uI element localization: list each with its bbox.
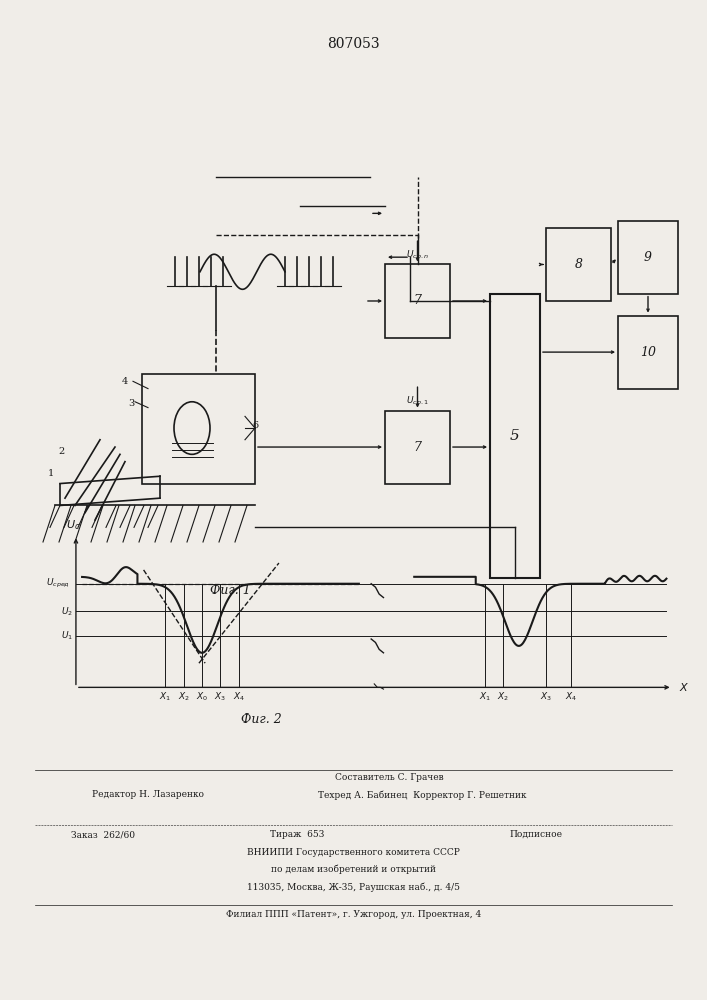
Text: $U_{cp.1}$: $U_{cp.1}$ (406, 395, 429, 408)
Text: $X_3$: $X_3$ (540, 691, 552, 703)
Bar (142, 374, 255, 484)
Text: $U_1$: $U_1$ (61, 629, 73, 642)
Bar (385, 264, 450, 338)
Text: Редактор Н. Лазаренко: Редактор Н. Лазаренко (92, 790, 204, 799)
Text: $X_4$: $X_4$ (565, 691, 577, 703)
Bar (618, 316, 678, 389)
Text: 7: 7 (414, 441, 421, 454)
Text: 807053: 807053 (327, 37, 380, 51)
Bar (385, 411, 450, 484)
Text: $X_4$: $X_4$ (233, 691, 245, 703)
Text: $X_3$: $X_3$ (214, 691, 226, 703)
Text: 10: 10 (640, 346, 656, 359)
Text: 9: 9 (644, 251, 652, 264)
Text: Фиг. 2: Фиг. 2 (241, 713, 282, 726)
Text: Составитель С. Грачев: Составитель С. Грачев (334, 773, 443, 782)
Text: $X_2$: $X_2$ (498, 691, 510, 703)
Text: Фиг. 1: Фиг. 1 (209, 584, 250, 597)
Text: 2: 2 (58, 447, 64, 456)
Text: Подписное: Подписное (509, 830, 562, 839)
Text: $X_1$: $X_1$ (159, 691, 171, 703)
Text: ВНИИПИ Государственного комитета СССР: ВНИИПИ Государственного комитета СССР (247, 848, 460, 857)
Text: $U_c$: $U_c$ (66, 518, 80, 532)
Text: $X_0$: $X_0$ (196, 691, 208, 703)
Text: $X_2$: $X_2$ (177, 691, 189, 703)
Text: Заказ  262/60: Заказ 262/60 (71, 830, 135, 839)
Text: 1: 1 (48, 469, 54, 478)
Text: $X_1$: $X_1$ (479, 691, 491, 703)
Bar (546, 228, 611, 301)
Text: 3: 3 (128, 399, 134, 408)
Bar (490, 294, 540, 578)
Text: 6: 6 (252, 421, 258, 430)
Text: 113035, Москва, Ж-35, Раушская наб., д. 4/5: 113035, Москва, Ж-35, Раушская наб., д. … (247, 882, 460, 892)
Text: $U_{cp.n}$: $U_{cp.n}$ (406, 248, 429, 262)
Text: $X$: $X$ (679, 681, 689, 693)
Text: 4: 4 (122, 377, 128, 386)
Text: 7: 7 (414, 294, 421, 307)
Bar (618, 221, 678, 294)
Text: 8: 8 (575, 258, 583, 271)
Text: по делам изобретений и открытий: по делам изобретений и открытий (271, 865, 436, 874)
Text: 5: 5 (510, 429, 520, 443)
Text: $U_{сред}$: $U_{сред}$ (46, 577, 70, 590)
Text: $U_2$: $U_2$ (61, 605, 73, 618)
Text: Тираж  653: Тираж 653 (270, 830, 324, 839)
Text: Техред А. Бабинец  Корректор Г. Решетник: Техред А. Бабинец Корректор Г. Решетник (318, 790, 527, 800)
Text: Филиал ППП «Патент», г. Ужгород, ул. Проектная, 4: Филиал ППП «Патент», г. Ужгород, ул. Про… (226, 910, 481, 919)
